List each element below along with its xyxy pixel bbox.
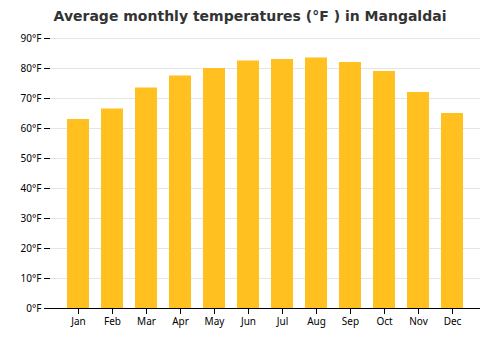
- svg-text:20°F: 20°F: [21, 241, 42, 255]
- svg-text:40°F: 40°F: [21, 181, 42, 195]
- svg-text:80°F: 80°F: [21, 61, 42, 75]
- svg-text:Feb: Feb: [104, 314, 121, 328]
- svg-text:30°F: 30°F: [21, 211, 42, 225]
- svg-text:Jan: Jan: [70, 314, 86, 328]
- svg-text:0°F: 0°F: [26, 301, 41, 315]
- svg-text:Oct: Oct: [376, 314, 393, 328]
- html-text:Average monthly temperatures (: Average monthly temperatures (°F ) in Ma…: [53, 8, 447, 24]
- svg-text:Mar: Mar: [137, 314, 156, 328]
- svg-text:Apr: Apr: [172, 314, 189, 328]
- svg-text:70°F: 70°F: [21, 91, 42, 105]
- svg-text:50°F: 50°F: [21, 151, 42, 165]
- svg-text:Sep: Sep: [342, 314, 359, 328]
- svg-text:Aug: Aug: [307, 314, 326, 328]
- svg-text:Dec: Dec: [444, 314, 462, 328]
- svg-text:Jul: Jul: [276, 314, 289, 328]
- svg-text:Nov: Nov: [409, 314, 428, 328]
- svg-text:10°F: 10°F: [21, 271, 42, 285]
- svg-text:90°F: 90°F: [21, 31, 42, 45]
- svg-text:60°F: 60°F: [21, 121, 42, 135]
- svg-text:Jun: Jun: [240, 314, 256, 328]
- svg-text:May: May: [205, 314, 226, 328]
